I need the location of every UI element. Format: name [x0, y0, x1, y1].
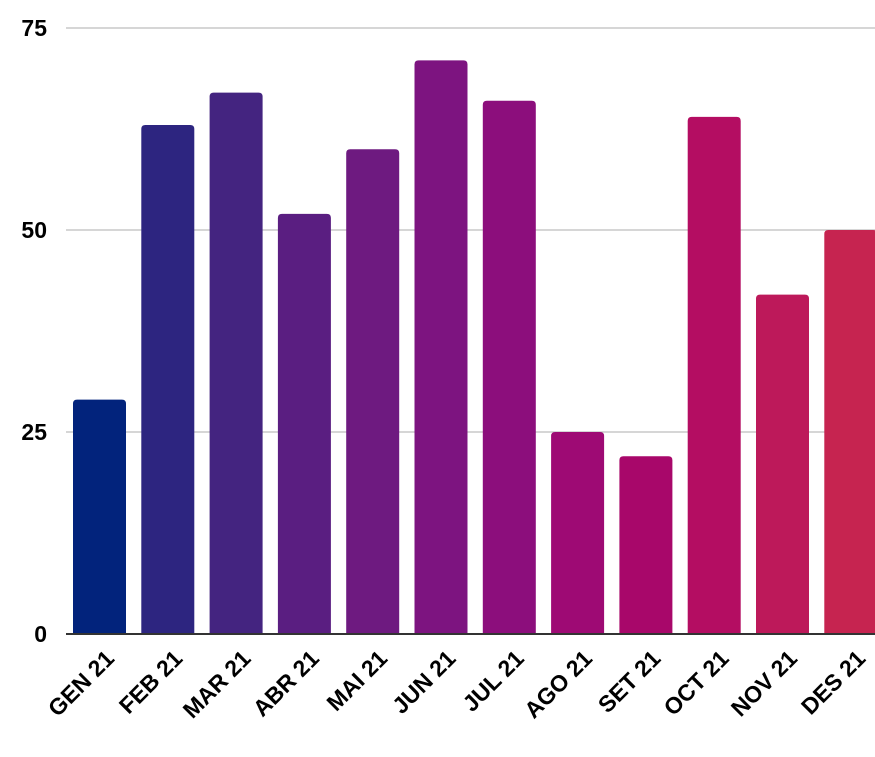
y-tick-label: 25 — [21, 419, 47, 445]
x-tick-label: NOV 21 — [726, 645, 802, 721]
y-tick-label: 75 — [21, 15, 47, 41]
bar-mar-21 — [209, 92, 263, 634]
bar-oct-21 — [687, 116, 741, 634]
bar-gen-21 — [73, 399, 126, 634]
x-tick-label: OCT 21 — [658, 645, 733, 720]
y-tick-label: 50 — [21, 217, 47, 243]
x-tick-label: FEB 21 — [114, 645, 188, 719]
x-tick-label: AGO 21 — [519, 645, 597, 723]
bar-ago-21 — [551, 432, 605, 634]
x-tick-label: ABR 21 — [248, 645, 324, 721]
bar-jun-21 — [414, 60, 468, 634]
x-tick-label: JUL 21 — [457, 645, 529, 717]
bar-jul-21 — [482, 100, 536, 635]
bars — [73, 60, 875, 635]
bar-set-21 — [619, 456, 673, 634]
bar-feb-21 — [141, 124, 195, 635]
bar-abr-21 — [277, 213, 331, 634]
bar-nov-21 — [756, 294, 809, 634]
x-tick-label: GEN 21 — [43, 645, 119, 721]
x-tick-label: JUN 21 — [387, 645, 461, 719]
x-tick-label: MAI 21 — [321, 645, 392, 716]
x-tick-label: SET 21 — [593, 645, 666, 718]
y-tick-label: 0 — [34, 621, 47, 647]
x-tick-label: DES 21 — [796, 645, 871, 720]
y-axis-tick-labels: 0 25 50 75 — [21, 15, 47, 647]
bar-des-21 — [824, 230, 875, 634]
x-tick-label: MAR 21 — [178, 645, 256, 723]
bar-mai-21 — [346, 149, 400, 634]
